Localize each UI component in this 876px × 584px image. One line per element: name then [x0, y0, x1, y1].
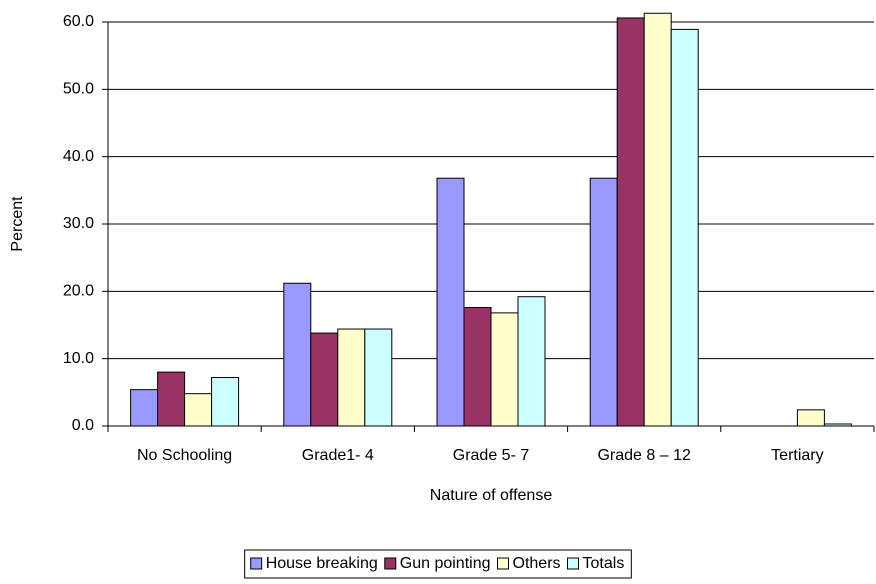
bar: [283, 282, 312, 427]
y-tick-label: 60.0: [63, 13, 94, 30]
bar: [616, 17, 645, 427]
bar: [211, 377, 240, 427]
y-axis-label: Percent: [9, 196, 26, 252]
bar: [643, 12, 672, 427]
legend-swatch: [250, 557, 263, 570]
x-tick-label: No Schooling: [137, 447, 232, 464]
y-tick-label: 50.0: [63, 81, 94, 98]
bar: [337, 328, 366, 427]
bar: [823, 423, 852, 427]
legend-label: Others: [513, 555, 561, 572]
bar: [310, 332, 339, 427]
bar: [490, 312, 519, 427]
x-axis-label: Nature of offense: [430, 487, 553, 504]
legend-label: Gun pointing: [400, 555, 491, 572]
bar: [184, 393, 213, 427]
x-tick-label: Grade 5- 7: [453, 447, 530, 464]
y-tick-label: 30.0: [63, 215, 94, 232]
x-tick-label: Grade1- 4: [302, 447, 374, 464]
bar: [436, 177, 465, 427]
bar: [796, 409, 825, 427]
bar: [463, 306, 492, 427]
bar: [157, 371, 186, 427]
y-tick-label: 20.0: [63, 283, 94, 300]
bar: [130, 389, 159, 427]
legend-box: [244, 549, 632, 579]
x-tick-label: Grade 8 – 12: [597, 447, 691, 464]
y-tick-label: 0.0: [72, 417, 94, 434]
bar: [670, 28, 699, 427]
x-tick-label: Tertiary: [771, 447, 823, 464]
legend-label: House breaking: [266, 555, 378, 572]
bar: [589, 177, 618, 427]
bar: [364, 328, 393, 427]
legend-swatch: [497, 557, 509, 570]
legend-label: Totals: [583, 555, 625, 572]
legend: House breaking Gun pointing Others Totals: [244, 549, 632, 579]
y-tick-label: 10.0: [63, 350, 94, 367]
bar: [517, 296, 546, 427]
legend-swatch: [567, 557, 580, 570]
y-tick-label: 40.0: [63, 148, 94, 165]
legend-swatch: [384, 557, 397, 570]
